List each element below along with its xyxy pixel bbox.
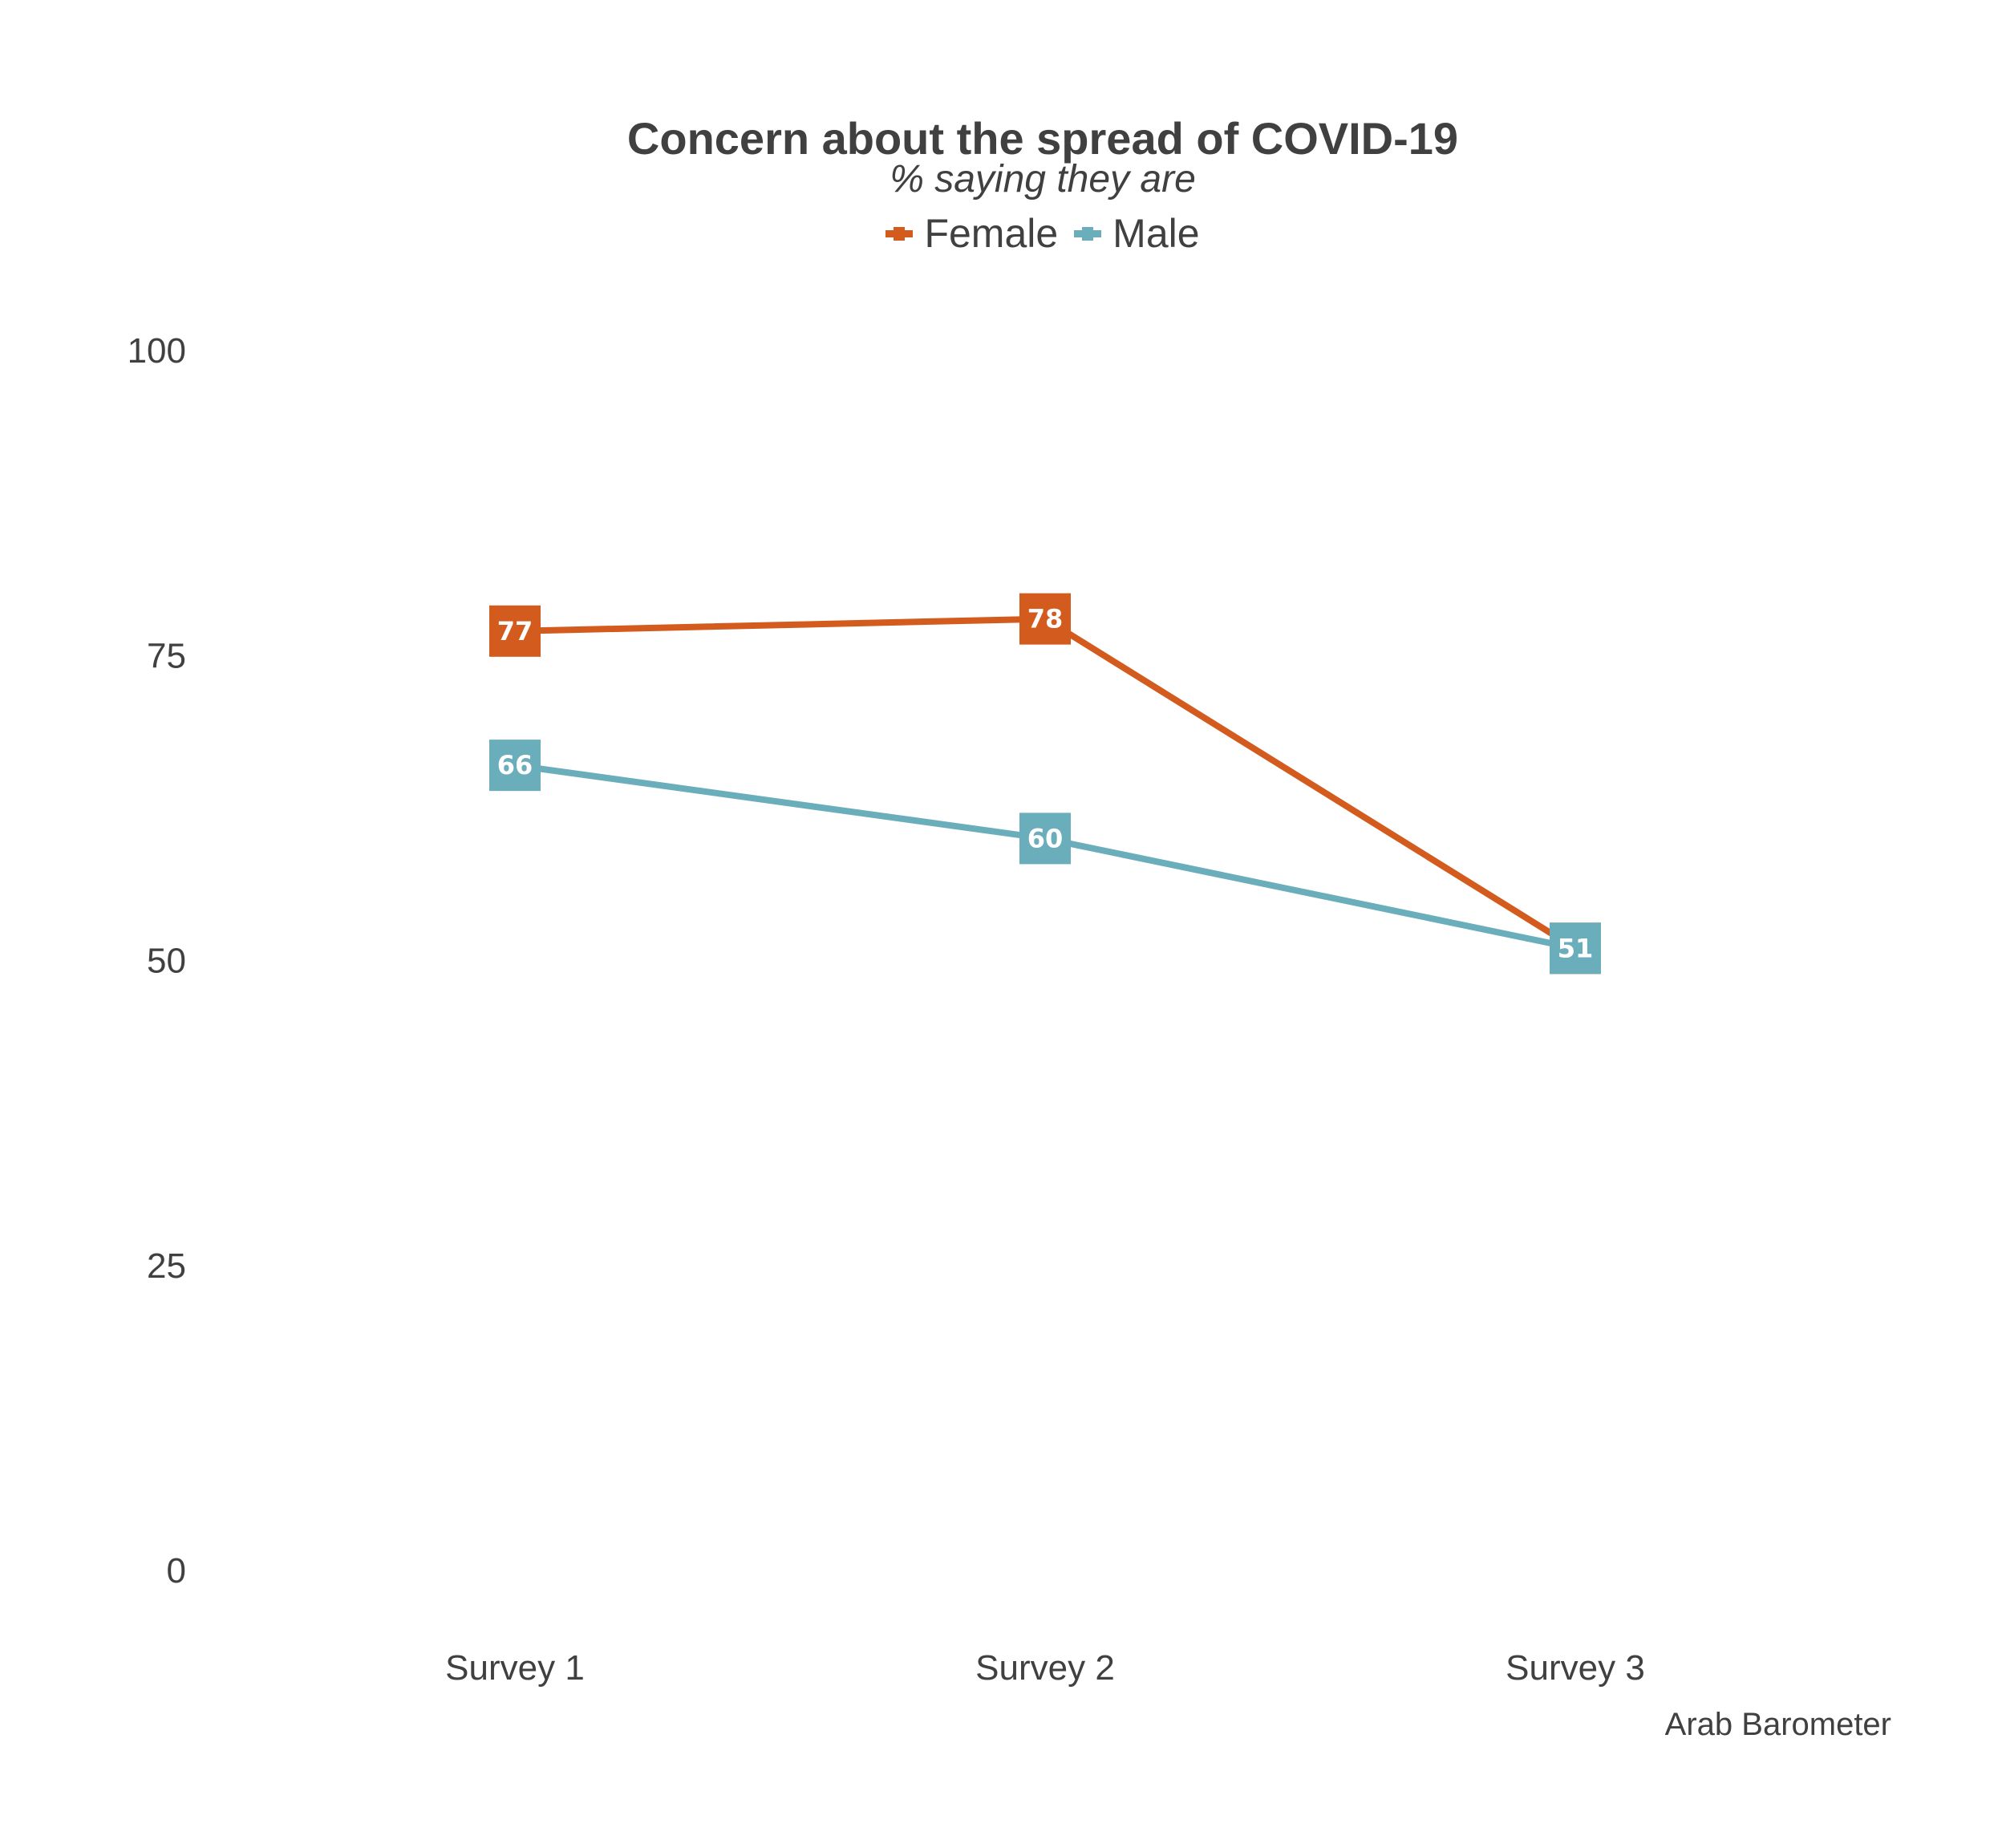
series-line-female — [514, 615, 1578, 951]
data-label-female: 51 — [1558, 933, 1594, 963]
legend-item-male: Male — [1074, 210, 1200, 257]
y-tick-label: 0 — [167, 1551, 186, 1591]
y-tick-label: 100 — [128, 331, 186, 371]
legend: Female Male — [0, 210, 2002, 257]
data-point-female — [1019, 593, 1071, 645]
data-point-female — [489, 605, 541, 657]
x-tick-label: Survey 1 — [445, 1648, 585, 1688]
data-label-male: 60 — [1027, 823, 1064, 853]
y-tick-label: 50 — [147, 942, 186, 981]
y-tick-label: 25 — [147, 1246, 186, 1286]
data-label-female: 78 — [1027, 604, 1064, 634]
data-point-male — [489, 740, 541, 792]
data-label-male: 51 — [1558, 933, 1594, 963]
y-tick-label: 75 — [147, 636, 186, 675]
data-point-male — [1019, 813, 1071, 865]
data-point-male — [1550, 922, 1601, 975]
x-tick-label: Survey 2 — [975, 1648, 1115, 1688]
data-label-female: 77 — [497, 616, 533, 646]
legend-key-male — [1074, 226, 1102, 241]
legend-label-female: Female — [924, 211, 1059, 256]
legend-item-female: Female — [886, 210, 1058, 257]
data-label-male: 66 — [497, 750, 533, 780]
chart-subtitle: % saying they are — [890, 158, 1196, 201]
legend-key-female — [886, 226, 914, 241]
x-tick-label: Survey 3 — [1506, 1648, 1645, 1688]
chart-title: Concern about the spread of COVID-19 — [626, 113, 1459, 164]
legend-label-male: Male — [1112, 211, 1200, 256]
chart-caption: Arab Barometer — [1664, 1707, 1891, 1742]
